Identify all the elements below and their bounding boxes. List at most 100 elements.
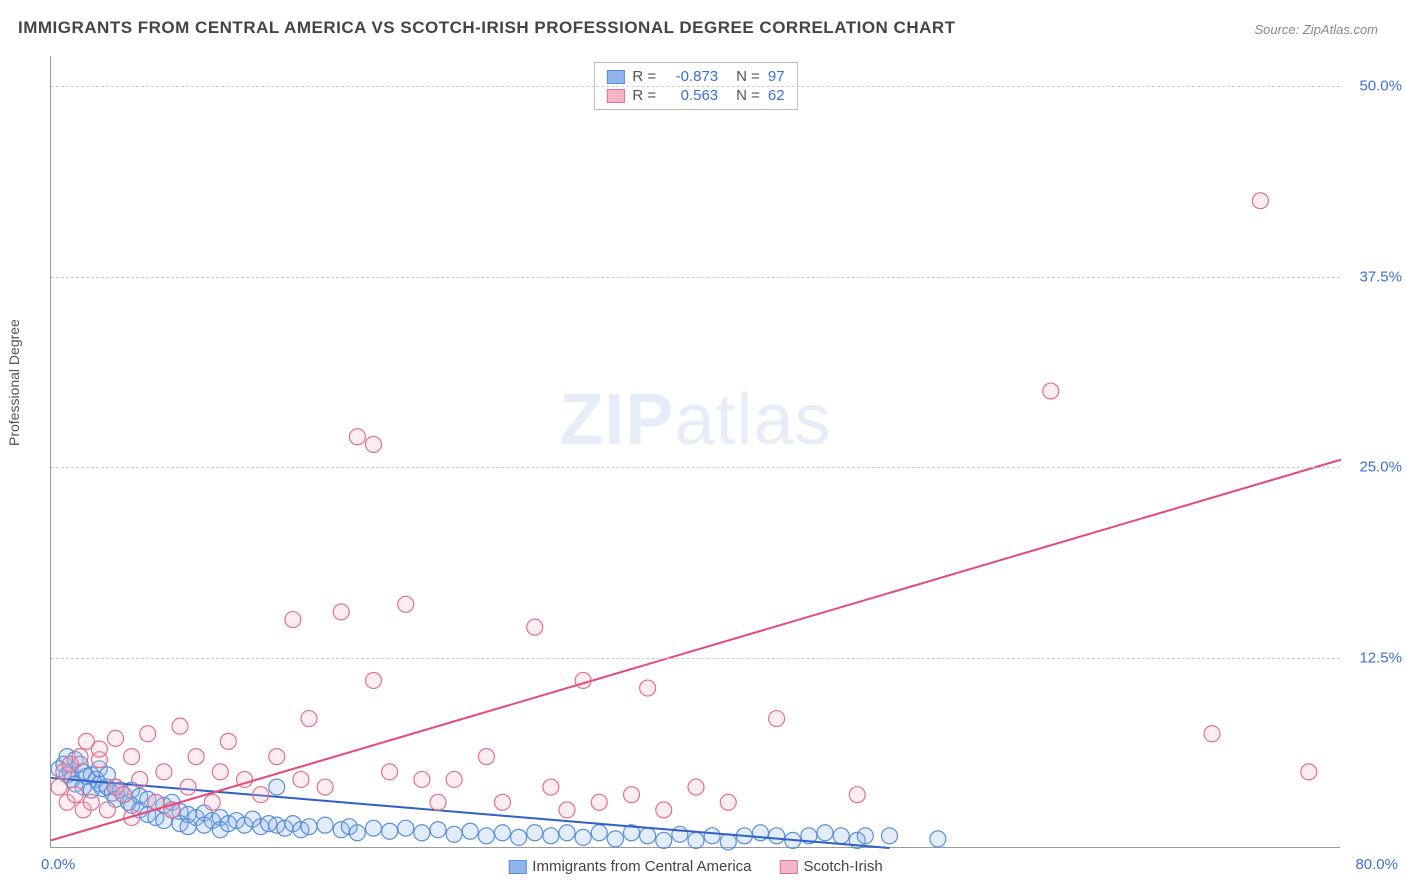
data-point-scotch [317,779,333,795]
gridline [51,467,1340,468]
data-point-scotch [349,429,365,445]
data-point-scotch [204,794,220,810]
data-point-immigrants [833,828,849,844]
gridline [51,277,1340,278]
data-point-immigrants [672,826,688,842]
data-point-scotch [285,612,301,628]
data-point-immigrants [640,828,656,844]
data-point-scotch [1043,383,1059,399]
data-point-scotch [51,779,67,795]
data-point-scotch [478,749,494,765]
y-tick-label: 37.5% [1359,268,1402,285]
data-point-scotch [333,604,349,620]
data-point-scotch [495,794,511,810]
data-point-immigrants [317,817,333,833]
legend-series: Immigrants from Central America Scotch-Ir… [508,858,882,875]
data-point-scotch [769,711,785,727]
data-point-scotch [124,749,140,765]
gridline [51,86,1340,87]
r-label: R = [632,87,656,104]
data-point-immigrants [462,823,478,839]
legend-item: Immigrants from Central America [508,858,751,875]
legend-swatch [606,70,624,84]
y-tick-label: 25.0% [1359,459,1402,476]
data-point-scotch [301,711,317,727]
legend-label: Immigrants from Central America [532,858,751,875]
data-point-immigrants [495,825,511,841]
data-point-scotch [1204,726,1220,742]
data-point-scotch [156,764,172,780]
data-point-scotch [849,787,865,803]
legend-label: Scotch-Irish [804,858,883,875]
data-point-scotch [382,764,398,780]
data-point-scotch [1252,193,1268,209]
data-point-immigrants [817,825,833,841]
data-point-immigrants [704,828,720,844]
n-value: 62 [768,87,785,104]
data-point-scotch [67,787,83,803]
data-point-scotch [269,749,285,765]
data-point-scotch [559,802,575,818]
y-tick-label: 50.0% [1359,78,1402,95]
y-tick-label: 12.5% [1359,649,1402,666]
legend-corr-row: R = 0.563 N = 62 [606,86,784,105]
plot-area: ZIPatlas R =-0.873N =97R =0.563N =62 Imm… [50,56,1340,848]
y-axis-title: Professional Degree [6,319,22,446]
legend-corr-row: R =-0.873N =97 [606,67,784,86]
data-point-immigrants [414,825,430,841]
data-point-scotch [1301,764,1317,780]
data-point-scotch [91,741,107,757]
r-value: -0.873 [664,68,718,85]
data-point-scotch [72,749,88,765]
data-point-scotch [108,730,124,746]
data-point-scotch [688,779,704,795]
gridline [51,658,1340,659]
data-point-immigrants [575,829,591,845]
data-point-immigrants [301,819,317,835]
data-point-scotch [172,718,188,734]
data-point-scotch [253,787,269,803]
chart-svg [51,56,1340,847]
data-point-immigrants [446,826,462,842]
data-point-immigrants [769,828,785,844]
data-point-scotch [366,436,382,452]
data-point-scotch [83,794,99,810]
data-point-scotch [366,672,382,688]
data-point-scotch [116,787,132,803]
data-point-immigrants [269,779,285,795]
data-point-scotch [624,787,640,803]
chart-title: IMMIGRANTS FROM CENTRAL AMERICA VS SCOTC… [18,18,956,38]
r-label: R = [632,68,656,85]
data-point-scotch [591,794,607,810]
data-point-scotch [656,802,672,818]
r-value: 0.563 [664,87,718,104]
data-point-scotch [180,779,196,795]
x-tick-label: 80.0% [1355,856,1398,873]
n-label: N = [736,68,760,85]
data-point-immigrants [478,828,494,844]
n-label: N = [736,87,760,104]
data-point-immigrants [882,828,898,844]
data-point-immigrants [591,825,607,841]
data-point-immigrants [688,832,704,848]
data-point-scotch [99,802,115,818]
legend-swatch [508,860,526,874]
data-point-immigrants [527,825,543,841]
data-point-scotch [640,680,656,696]
data-point-scotch [293,771,309,787]
data-point-scotch [140,726,156,742]
data-point-immigrants [930,831,946,847]
data-point-immigrants [366,820,382,836]
legend-swatch [780,860,798,874]
source-label: Source: ZipAtlas.com [1254,22,1378,37]
data-point-immigrants [430,822,446,838]
data-point-scotch [398,596,414,612]
data-point-immigrants [349,825,365,841]
data-point-scotch [446,771,462,787]
legend-item: Scotch-Irish [780,858,883,875]
data-point-scotch [720,794,736,810]
data-point-immigrants [382,823,398,839]
data-point-scotch [414,771,430,787]
data-point-scotch [527,619,543,635]
data-point-scotch [543,779,559,795]
